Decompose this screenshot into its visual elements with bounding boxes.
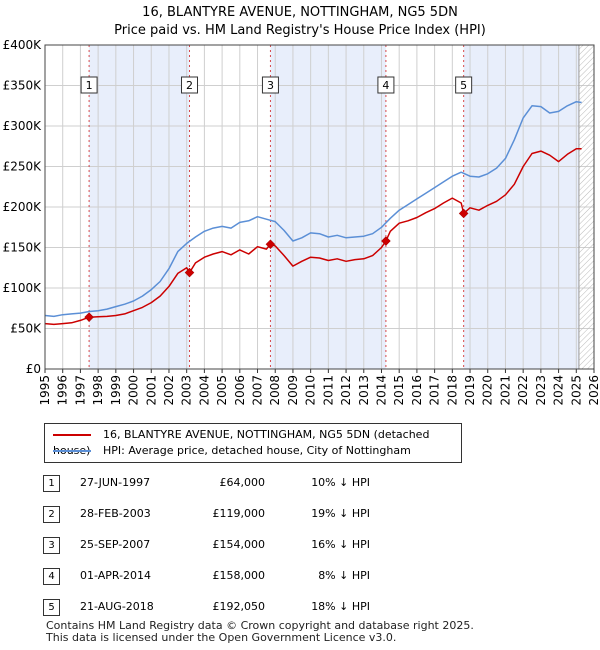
y-tick-label: £100K: [3, 281, 43, 295]
transaction-number-badge: 2: [43, 506, 60, 523]
transaction-number-badge: 3: [43, 537, 60, 554]
transaction-date: 27-JUN-1997: [80, 476, 151, 489]
footer-attribution: Contains HM Land Registry data © Crown c…: [46, 620, 474, 644]
x-tick-label: 1997: [73, 375, 87, 406]
x-tick-label: 2008: [268, 375, 282, 406]
property-price-line: [45, 147, 582, 326]
sale-number-box: [80, 76, 98, 94]
sale-point: [381, 236, 391, 246]
x-tick-label: 2020: [481, 375, 495, 406]
transaction-number-badge: 4: [43, 568, 60, 585]
footer-copyright: Contains HM Land Registry data © Crown c…: [46, 619, 474, 632]
x-tick-label: 2006: [233, 375, 247, 406]
x-tick-label: 2009: [286, 375, 300, 406]
chart-title-line1: 16, BLANTYRE AVENUE, NOTTINGHAM, NG5 5DN: [142, 5, 458, 20]
x-tick-label: 2013: [357, 375, 371, 406]
transaction-date: 28-FEB-2003: [80, 507, 151, 520]
transaction-hpi-diff: 19% ↓ HPI: [311, 507, 370, 520]
legend-item-property: 16, BLANTYRE AVENUE, NOTTINGHAM, NG5 5DN…: [53, 427, 461, 457]
x-tick-label: 2005: [215, 375, 229, 406]
x-tick-label: 2025: [569, 375, 583, 406]
table-row: 2 28-FEB-2003 £119,000 19% ↓ HPI: [0, 505, 600, 523]
transaction-hpi-diff: 10% ↓ HPI: [311, 476, 370, 489]
y-tick-label: £400K: [3, 38, 43, 52]
chart-title-line2: Price paid vs. HM Land Registry's House …: [114, 23, 486, 38]
x-tick-label: 2003: [180, 375, 194, 406]
x-tick-label: 2016: [410, 375, 424, 406]
legend-swatch-property: [53, 434, 91, 436]
sale-number-box: [181, 76, 199, 94]
x-tick-label: 2004: [197, 375, 211, 406]
x-tick-label: 1995: [38, 375, 52, 406]
x-tick-label: 2024: [552, 375, 566, 406]
x-tick-label: 2015: [392, 375, 406, 406]
y-tick-label: £250K: [3, 160, 43, 174]
transaction-hpi-diff: 18% ↓ HPI: [311, 600, 370, 613]
legend-swatch-hpi: [53, 450, 91, 452]
sale-number-label: 5: [460, 79, 467, 92]
y-tick-label: £50K: [10, 322, 42, 336]
table-row: 1 27-JUN-1997 £64,000 10% ↓ HPI: [0, 474, 600, 492]
x-tick-label: 2002: [162, 375, 176, 406]
y-tick-label: £300K: [3, 119, 43, 133]
sale-number-label: 3: [267, 79, 274, 92]
sale-point: [84, 312, 94, 323]
transaction-hpi-diff: 16% ↓ HPI: [311, 538, 370, 551]
legend-item-hpi: HPI: Average price, detached house, City…: [53, 443, 411, 459]
table-row: 5 21-AUG-2018 £192,050 18% ↓ HPI: [0, 598, 600, 616]
y-tick-label: £150K: [3, 241, 43, 255]
transaction-hpi-diff: 8% ↓ HPI: [318, 569, 370, 582]
sale-number-label: 1: [86, 79, 93, 92]
footer-licence: This data is licensed under the Open Gov…: [46, 631, 397, 644]
transaction-price: £158,000: [212, 569, 266, 582]
hpi-line: [45, 100, 582, 318]
x-tick-label: 2011: [321, 375, 335, 406]
x-tick-label: 2021: [498, 375, 512, 406]
transaction-price: £192,050: [212, 600, 266, 613]
legend-label-hpi: HPI: Average price, detached house, City…: [103, 444, 411, 457]
x-tick-label: 2012: [339, 375, 353, 406]
plot-frame: [44, 44, 595, 370]
transaction-date: 01-APR-2014: [80, 569, 152, 582]
sale-number-label: 4: [382, 79, 389, 92]
x-tick-label: 2023: [534, 375, 548, 406]
x-tick-label: 2000: [127, 375, 141, 406]
x-tick-label: 1998: [91, 375, 105, 406]
y-tick-label: £0: [26, 362, 41, 376]
x-tick-label: 2014: [374, 375, 388, 406]
x-tick-label: 2026: [587, 375, 600, 406]
y-tick-label: £200K: [3, 200, 43, 214]
sale-number-box: [455, 76, 473, 94]
x-tick-label: 2018: [445, 375, 459, 406]
sale-point: [184, 267, 195, 278]
x-tick-label: 1999: [109, 375, 123, 406]
price-chart: 1 2 3 4 5 £0 £50K £100K £150K £200K £250K £300K £35…: [3, 38, 600, 406]
transaction-price: £64,000: [219, 476, 266, 489]
x-tick-label: 2019: [463, 375, 477, 406]
sale-number-label: 2: [186, 79, 193, 92]
future-hatch: [578, 45, 594, 369]
x-tick-label: 2017: [428, 375, 442, 406]
x-tick-label: 2022: [516, 375, 530, 406]
x-tick-label: 2010: [304, 375, 318, 406]
x-tick-label: 2007: [251, 375, 265, 406]
sale-number-box: [377, 76, 395, 94]
x-tick-label: 2001: [144, 375, 158, 406]
chart-legend: 16, BLANTYRE AVENUE, NOTTINGHAM, NG5 5DN…: [44, 423, 462, 463]
transaction-date: 21-AUG-2018: [80, 600, 154, 613]
transaction-price: £154,000: [212, 538, 266, 551]
transaction-number-badge: 1: [43, 475, 60, 492]
sale-point: [458, 208, 469, 219]
x-tick-label: 1996: [56, 375, 70, 406]
table-row: 3 25-SEP-2007 £154,000 16% ↓ HPI: [0, 536, 600, 554]
table-row: 4 01-APR-2014 £158,000 8% ↓ HPI: [0, 567, 600, 585]
y-tick-label: £350K: [3, 79, 43, 93]
sale-number-box: [261, 76, 279, 94]
transaction-price: £119,000: [212, 507, 266, 520]
chart-title: 16, BLANTYRE AVENUE, NOTTINGHAM, NG5 5DN…: [0, 4, 600, 40]
sale-point: [265, 239, 276, 250]
transaction-date: 25-SEP-2007: [80, 538, 151, 551]
transaction-number-badge: 5: [43, 599, 60, 616]
